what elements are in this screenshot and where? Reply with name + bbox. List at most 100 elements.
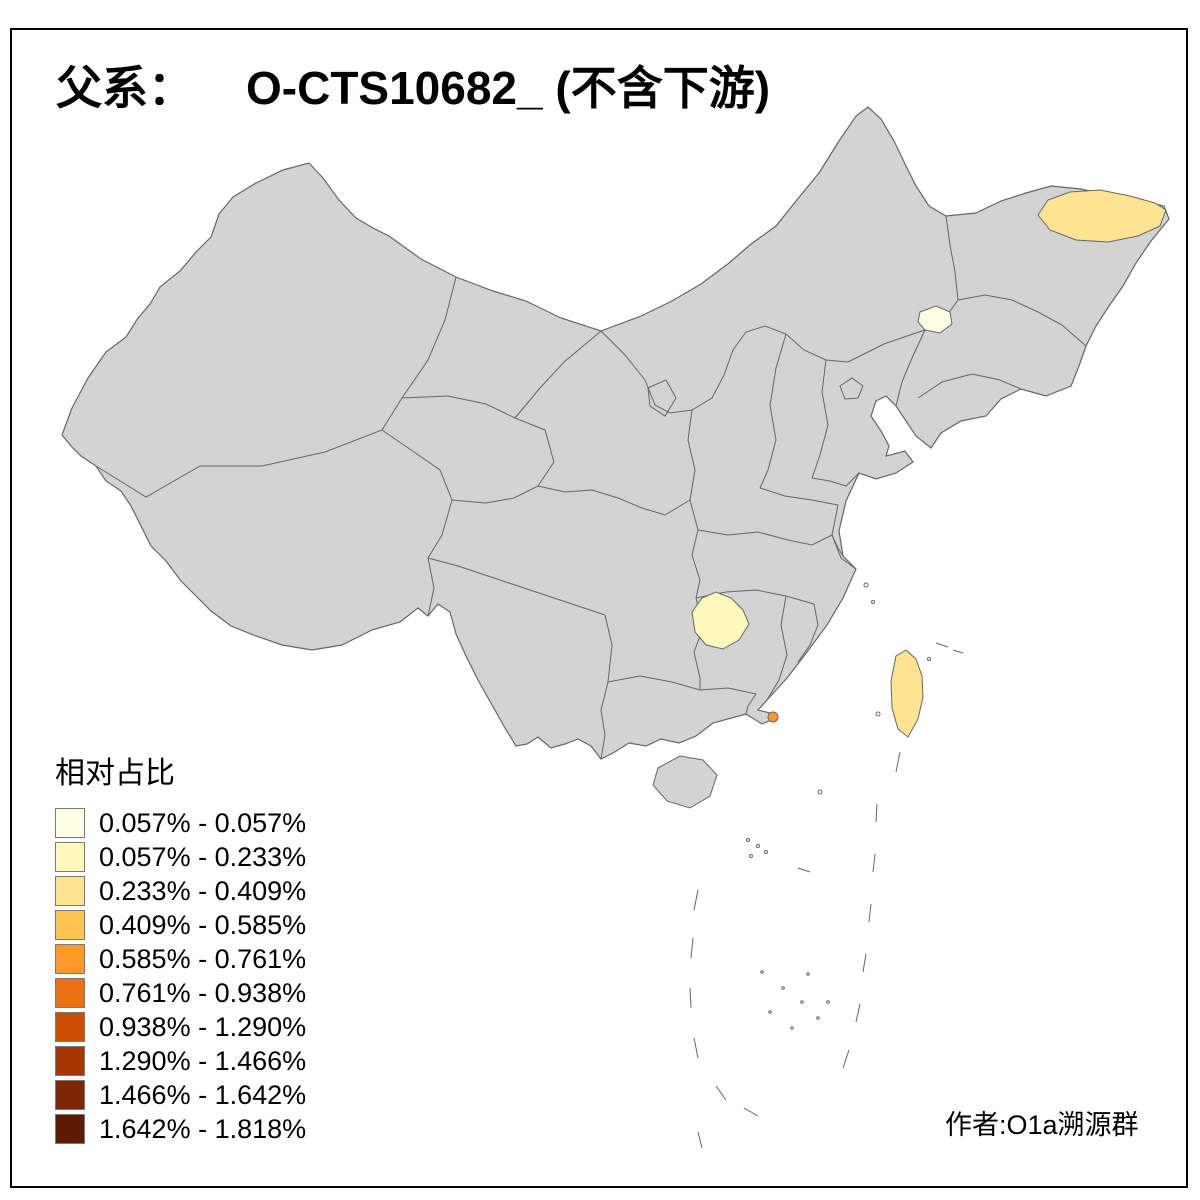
legend-swatch	[55, 1114, 85, 1144]
legend-item: 0.585% - 0.761%	[55, 944, 306, 974]
island-mark	[895, 751, 901, 773]
legend-swatch	[55, 876, 85, 906]
island-mark	[768, 1010, 772, 1014]
legend-item: 0.057% - 0.233%	[55, 842, 306, 872]
province-border-line	[687, 409, 701, 599]
island-mark	[806, 972, 810, 976]
province-border-line	[831, 504, 857, 570]
sea-dash	[693, 1037, 699, 1059]
legend-label: 1.642% - 1.818%	[99, 1114, 307, 1144]
legend-label: 0.057% - 0.057%	[99, 808, 307, 838]
legend-label: 1.466% - 1.642%	[99, 1080, 307, 1110]
island-mark	[760, 970, 764, 974]
province-border-line	[600, 299, 959, 414]
sea-dash	[855, 1003, 861, 1023]
legend-swatch	[55, 1012, 85, 1042]
legend-swatch	[55, 842, 85, 872]
province-border-line	[95, 429, 383, 498]
region-taiwan	[890, 649, 924, 738]
south-china-sea-marks	[689, 582, 964, 1149]
island-mark	[797, 867, 811, 873]
island-mark	[749, 854, 753, 858]
island-mark	[927, 657, 931, 661]
attribution-text: 作者:O1a溯源群	[945, 1110, 1139, 1140]
legend: 相对占比 0.057% - 0.057% 0.057% - 0.233% 0.2…	[55, 748, 306, 1148]
sea-dash	[875, 803, 878, 823]
island-mark	[871, 600, 875, 604]
province-border-line	[537, 485, 691, 516]
sea-dash	[689, 987, 692, 1009]
province-border-line	[759, 333, 787, 489]
province-border-line	[427, 557, 606, 616]
province-border-line	[811, 472, 860, 487]
legend-label: 0.938% - 1.290%	[99, 1012, 307, 1042]
island-mark	[781, 986, 785, 990]
province-borders	[95, 215, 1087, 760]
island-mark	[756, 844, 760, 848]
region-pearl-river-delta-marker	[767, 711, 779, 723]
island-mark	[746, 838, 750, 842]
legend-label: 0.761% - 0.938%	[99, 978, 307, 1008]
province-border-ningxia	[647, 379, 677, 417]
island-mark	[826, 1000, 830, 1004]
legend-swatch	[55, 944, 85, 974]
island-mark	[935, 642, 949, 648]
legend-swatch	[55, 1080, 85, 1110]
province-border-line	[831, 534, 844, 557]
legend-swatch	[55, 910, 85, 940]
hainan-island	[652, 755, 718, 809]
province-border-line	[697, 529, 833, 546]
island-mark	[790, 1026, 794, 1030]
province-border-line	[381, 429, 453, 617]
island-mark	[875, 711, 881, 717]
page-title: 父系： O-CTS10682_ (不含下游)	[56, 52, 770, 118]
island-mark	[863, 582, 869, 588]
province-border-line	[957, 294, 1087, 347]
china-outline	[61, 106, 1170, 760]
legend-label: 0.409% - 0.585%	[99, 910, 307, 940]
sea-dash	[743, 1107, 759, 1117]
province-border-line	[381, 276, 457, 431]
island-mark	[800, 1000, 804, 1004]
sea-dash	[872, 853, 876, 873]
page-title-prefix: 父系：	[56, 62, 194, 114]
sea-dash	[690, 937, 694, 959]
island-mark	[816, 1016, 820, 1020]
region-jilin-central	[917, 305, 953, 334]
legend-item: 1.642% - 1.818%	[55, 1114, 306, 1144]
page-title-main: O-CTS10682_ (不含下游)	[246, 62, 771, 114]
province-border-beijing	[839, 377, 864, 400]
legend-swatch	[55, 978, 85, 1008]
legend-label: 0.233% - 0.409%	[99, 876, 307, 906]
legend-label: 0.585% - 0.761%	[99, 944, 307, 974]
legend-item: 1.466% - 1.642%	[55, 1080, 306, 1110]
island-mark	[952, 649, 964, 654]
highlighted-regions	[691, 189, 1167, 738]
legend-item: 0.233% - 0.409%	[55, 876, 306, 906]
province-border-line	[945, 215, 959, 301]
sea-dash	[862, 953, 867, 973]
legend-label: 1.290% - 1.466%	[99, 1046, 307, 1076]
province-border-line	[895, 329, 926, 407]
legend-title: 相对占比	[55, 757, 175, 790]
region-chongqing	[691, 591, 750, 650]
island-mark	[764, 850, 768, 854]
province-border-line	[766, 595, 788, 701]
island-mark	[817, 789, 823, 795]
legend-swatch	[55, 808, 85, 838]
province-border-line	[917, 373, 1022, 399]
legend-item: 0.761% - 0.938%	[55, 978, 306, 1008]
sea-dash	[697, 1131, 703, 1149]
legend-item: 1.290% - 1.466%	[55, 1046, 306, 1076]
province-border-line	[759, 487, 839, 506]
province-border-line	[607, 675, 757, 695]
province-border-line	[811, 359, 829, 479]
province-border-line	[604, 614, 613, 683]
sea-dash	[868, 903, 872, 923]
province-border-line	[401, 395, 546, 431]
sea-dash	[715, 1085, 727, 1101]
province-border-line	[797, 603, 819, 663]
legend-swatch	[55, 1046, 85, 1076]
landmass	[61, 106, 1170, 809]
